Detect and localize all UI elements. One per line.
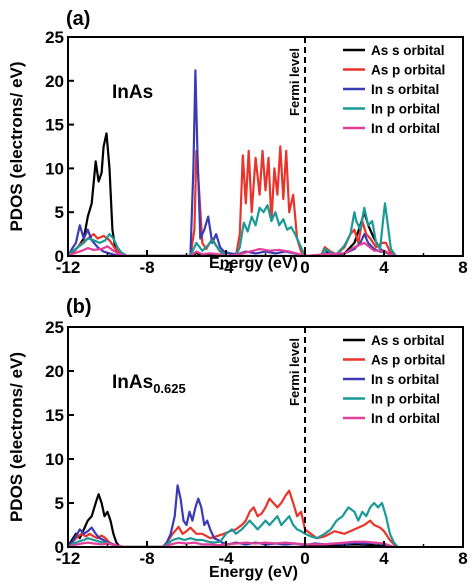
x-tick-label: -8 [139,258,154,277]
series-line-as-s-orbital [68,132,397,256]
x-axis-label: Energy (eV) [209,564,298,581]
y-tick-label: 5 [55,494,64,513]
legend-label: As p orbital [371,63,445,78]
series-line-in-p-orbital [68,202,397,256]
legend-label: In p orbital [371,392,440,407]
chart-panel-a: (a) Fermi level -12 -8 -4 0 4 8 0 5 10 15 20 25 Energy… [7,8,468,277]
legend-label: In s orbital [371,372,439,387]
x-tick-label: -12 [56,258,81,277]
legend-label: In d orbital [371,411,440,426]
legend-label: In d orbital [371,121,440,136]
x-tick-label: -4 [218,258,234,277]
series-line-in-s-orbital [68,484,395,547]
legend-label: In s orbital [371,82,439,97]
x-tick-label: 8 [458,258,467,277]
y-tick-label: 15 [45,406,64,425]
y-tick-label: 25 [45,318,64,337]
legend: As s orbital As p orbital In s orbital In p… [339,328,461,432]
fermi-level-label: Fermi level [287,48,302,116]
panel-label: (b) [66,296,92,318]
y-axis-label: PDOS (electrons/ eV) [7,61,26,231]
material-name: InAs [112,372,153,393]
chart-panel-b: (b) Fermi level -12 -8 -4 0 4 8 0 5 10 15 20 25 Energy… [7,296,468,581]
x-tick-label: -12 [56,549,81,568]
legend-label: As s orbital [371,333,445,348]
panel-label: (a) [66,8,90,30]
y-tick-label: 5 [55,203,64,222]
material-subscript: 0.625 [153,381,186,396]
y-tick-label: 25 [45,28,64,47]
x-tick-label: 4 [379,258,389,277]
y-tick-label: 20 [45,72,64,91]
legend: As s orbital As p orbital In s orbital In p… [339,38,461,142]
y-axis-label: PDOS (electrons/ eV) [7,352,26,522]
y-tick-label: 15 [45,116,64,135]
series-line-as-s-orbital [68,493,394,547]
y-tick-label: 20 [45,362,64,381]
series-line-in-p-orbital [68,501,399,547]
x-tick-label: 0 [300,549,309,568]
legend-label: As s orbital [371,43,445,58]
x-tick-label: 8 [458,549,467,568]
y-tick-label: 10 [45,159,64,178]
material-label: InAs0.625 [112,372,186,396]
x-tick-label: -8 [139,549,154,568]
series-line-as-p-orbital [68,489,399,547]
y-tick-label: 0 [55,538,64,557]
material-label: InAs [112,82,153,103]
legend-label: In p orbital [371,102,440,117]
fermi-level-label: Fermi level [287,338,302,406]
series-group [68,484,399,547]
x-tick-label: 4 [379,549,389,568]
x-tick-label: 0 [300,258,309,277]
x-tick-label: -4 [218,549,234,568]
y-tick-label: 0 [55,247,64,266]
legend-label: As p orbital [371,353,445,368]
y-tick-label: 10 [45,450,64,469]
x-axis-label: Energy (eV) [209,255,298,272]
material-name: InAs [112,82,153,103]
